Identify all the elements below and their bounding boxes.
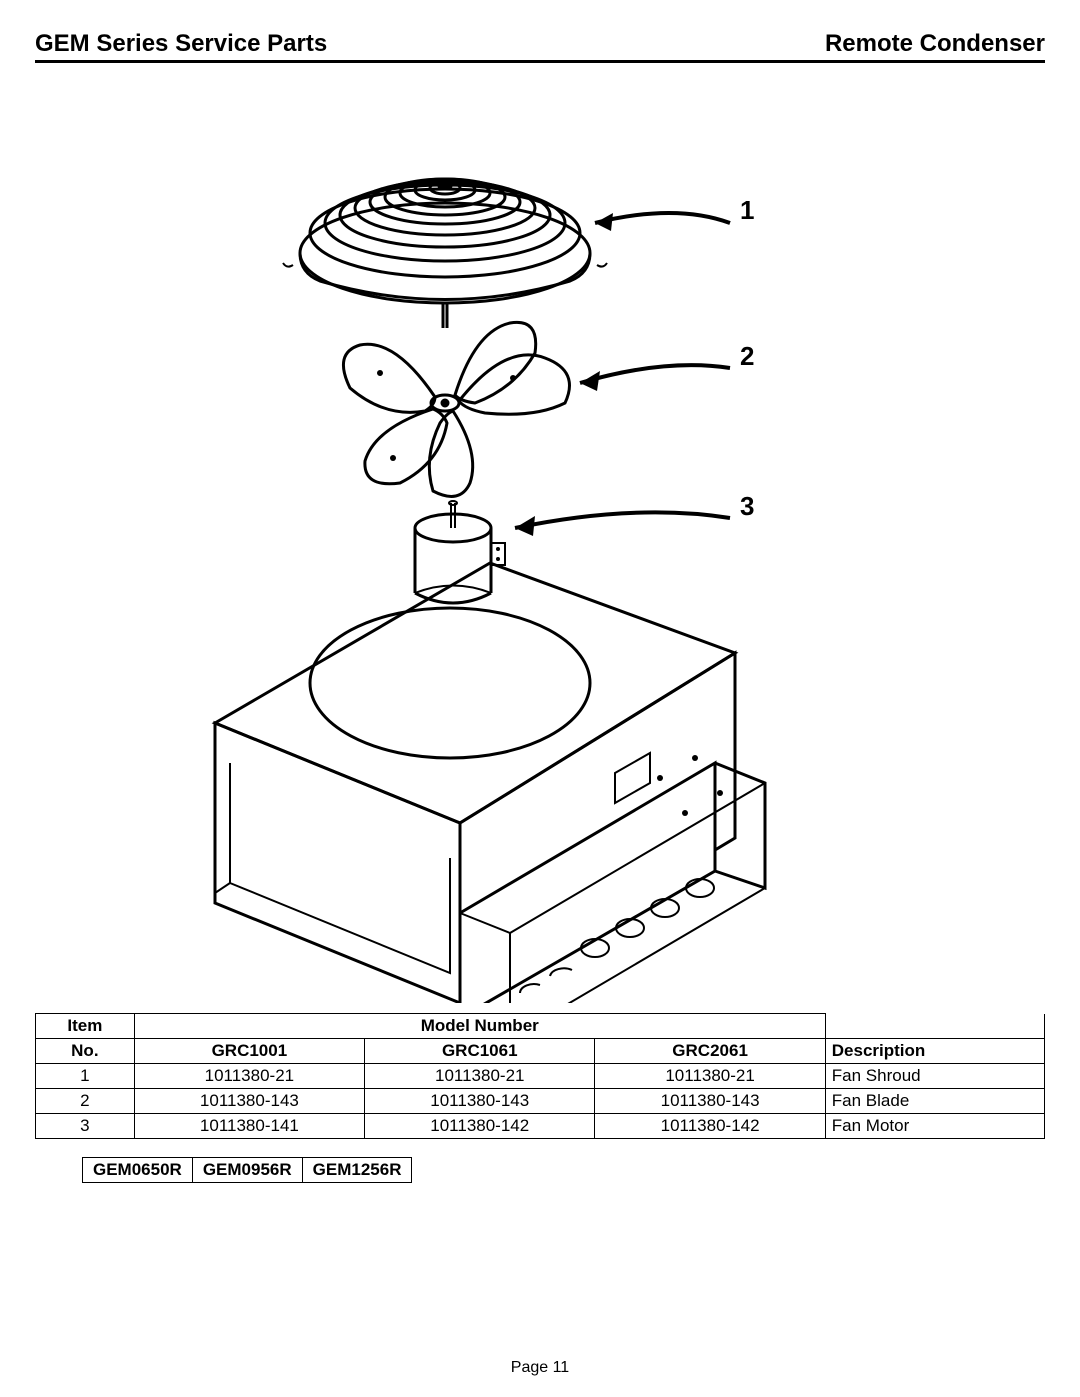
model-cell: GEM0650R — [83, 1158, 193, 1183]
callout-label-2: 2 — [740, 341, 754, 372]
page-number: Page 11 — [0, 1359, 1080, 1377]
fan-motor-drawing — [415, 501, 505, 603]
callout-arrow-3 — [515, 512, 730, 536]
th-col1: GRC1001 — [134, 1039, 364, 1064]
table-row: 2 1011380-143 1011380-143 1011380-143 Fa… — [36, 1089, 1045, 1114]
model-cell: GEM0956R — [192, 1158, 302, 1183]
table-row: 1 1011380-21 1011380-21 1011380-21 Fan S… — [36, 1064, 1045, 1089]
th-col2: GRC1061 — [365, 1039, 595, 1064]
fan-shroud-drawing — [283, 179, 607, 328]
parts-table: Item Model Number No. GRC1001 GRC1061 GR… — [35, 1013, 1045, 1139]
callout-arrow-2 — [580, 365, 730, 391]
exploded-diagram: 1 2 3 — [35, 83, 1045, 1003]
page-header: GEM Series Service Parts Remote Condense… — [35, 30, 1045, 63]
th-desc: Description — [825, 1039, 1044, 1064]
th-col3: GRC2061 — [595, 1039, 825, 1064]
callout-arrow-1 — [595, 213, 730, 231]
header-title-right: Remote Condenser — [825, 30, 1045, 58]
th-no: No. — [36, 1039, 135, 1064]
fan-blade-drawing — [343, 322, 569, 496]
th-empty — [825, 1014, 1044, 1039]
model-reference-table: GEM0650R GEM0956R GEM1256R — [82, 1157, 412, 1183]
condenser-housing-drawing — [215, 563, 765, 1003]
table-row: 3 1011380-141 1011380-142 1011380-142 Fa… — [36, 1114, 1045, 1139]
header-title-left: GEM Series Service Parts — [35, 30, 327, 58]
th-item: Item — [36, 1014, 135, 1039]
model-cell: GEM1256R — [302, 1158, 412, 1183]
callout-label-3: 3 — [740, 491, 754, 522]
callout-label-1: 1 — [740, 195, 754, 226]
th-model: Model Number — [134, 1014, 825, 1039]
